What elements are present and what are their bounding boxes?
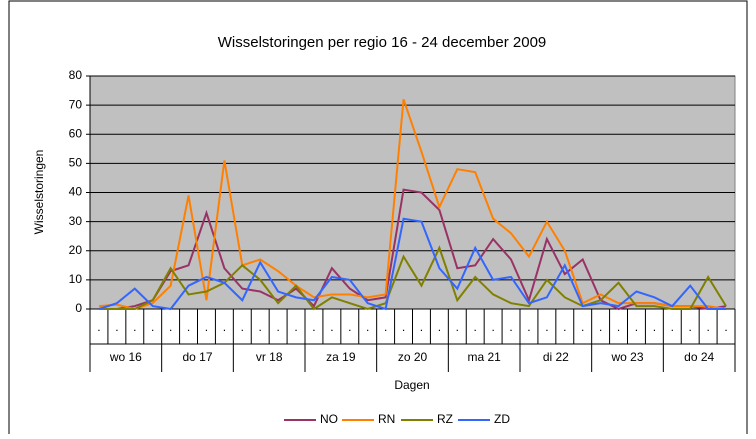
- x-tick-label: .: [617, 320, 620, 334]
- x-tick-label: .: [259, 320, 262, 334]
- x-tick-label: .: [241, 320, 244, 334]
- x-tick-label: .: [527, 320, 530, 334]
- x-tick-label: .: [115, 320, 118, 334]
- x-tick-label: .: [384, 320, 387, 334]
- series-line: [98, 245, 727, 311]
- x-tick-label: .: [509, 320, 512, 334]
- x-tick-label: .: [474, 320, 477, 334]
- y-axis-title: Wisselstoringen: [32, 150, 46, 235]
- legend-label: ZD: [494, 412, 510, 426]
- x-tick-label: .: [653, 320, 656, 334]
- x-tick-label: .: [294, 320, 297, 334]
- x-tick-label: .: [456, 320, 459, 334]
- x-group-label: vr 18: [256, 350, 283, 364]
- x-tick-label: .: [330, 320, 333, 334]
- y-tick-label: 50: [69, 156, 83, 170]
- legend-label: RN: [378, 412, 395, 426]
- y-tick-label: 60: [69, 126, 83, 140]
- x-tick-label: .: [169, 320, 172, 334]
- x-tick-label: .: [312, 320, 315, 334]
- x-tick-label: .: [348, 320, 351, 334]
- x-tick-label: .: [491, 320, 494, 334]
- x-tick-label: .: [187, 320, 190, 334]
- x-tick-label: .: [276, 320, 279, 334]
- series-line: [98, 188, 727, 311]
- x-group-label: do 24: [684, 350, 714, 364]
- y-tick-label: 20: [69, 243, 83, 257]
- x-tick-label: .: [151, 320, 154, 334]
- y-tick-label: 10: [69, 272, 83, 286]
- x-axis-title: Dagen: [394, 378, 429, 392]
- x-tick-label: .: [689, 320, 692, 334]
- x-tick-label: .: [205, 320, 208, 334]
- x-tick-label: .: [420, 320, 423, 334]
- y-tick-label: 30: [69, 214, 83, 228]
- x-tick-label: .: [366, 320, 369, 334]
- chart-title: Wisselstoringen per regio 16 - 24 decemb…: [218, 34, 547, 51]
- x-tick-label: .: [438, 320, 441, 334]
- x-tick-label: .: [599, 320, 602, 334]
- x-tick-label: .: [402, 320, 405, 334]
- x-tick-label: .: [545, 320, 548, 334]
- x-group-label: za 19: [326, 350, 356, 364]
- x-tick-label: .: [724, 320, 727, 334]
- y-tick-label: 80: [69, 68, 83, 82]
- x-tick-label: .: [563, 320, 566, 334]
- x-group-label: do 17: [182, 350, 212, 364]
- y-tick-label: 70: [69, 97, 83, 111]
- x-tick-label: .: [223, 320, 226, 334]
- x-tick-label: .: [635, 320, 638, 334]
- x-tick-label: .: [671, 320, 674, 334]
- x-group-label: zo 20: [398, 350, 428, 364]
- y-tick-label: 40: [69, 185, 83, 199]
- y-tick-label: 0: [75, 301, 82, 315]
- x-tick-label: .: [706, 320, 709, 334]
- legend-label: NO: [320, 412, 338, 426]
- x-tick-label: .: [581, 320, 584, 334]
- x-tick-label: .: [133, 320, 136, 334]
- x-group-label: ma 21: [467, 350, 501, 364]
- x-group-label: wo 23: [610, 350, 643, 364]
- x-group-label: di 22: [543, 350, 569, 364]
- legend-label: RZ: [437, 412, 453, 426]
- x-tick-label: .: [97, 320, 100, 334]
- x-group-label: wo 16: [109, 350, 142, 364]
- series-line: [98, 217, 727, 311]
